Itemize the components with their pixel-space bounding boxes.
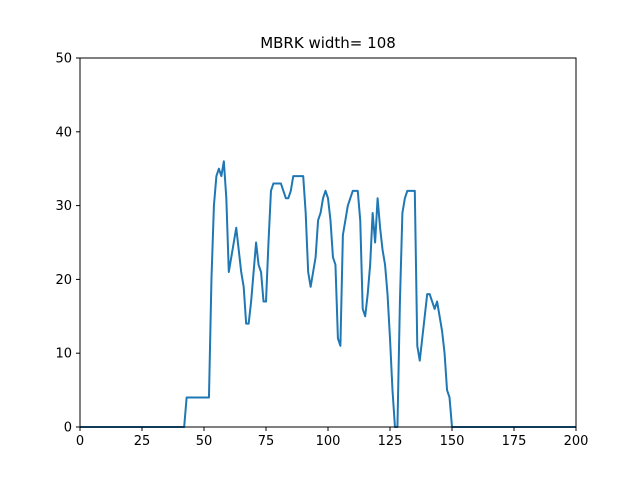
- series-line: [80, 160, 576, 428]
- y-tick-label: 20: [55, 273, 72, 288]
- x-tick-label: 75: [258, 434, 275, 449]
- x-tick-label: 200: [564, 434, 589, 449]
- x-tick-label: 175: [502, 434, 527, 449]
- x-tick-label: 50: [196, 434, 213, 449]
- y-tick-label: 10: [55, 347, 72, 362]
- x-tick-label: 100: [316, 434, 341, 449]
- x-tick-label: 0: [76, 434, 84, 449]
- axes: 0 25 50 75 100 125 150 175 200 0 10 20 30 40 50: [55, 52, 588, 450]
- chart-title: MBRK width= 108: [260, 34, 396, 52]
- plot-area: [80, 160, 576, 428]
- y-tick-label: 40: [55, 125, 72, 140]
- y-tick-label: 0: [64, 421, 72, 436]
- x-tick-label: 125: [378, 434, 403, 449]
- y-tick-label: 50: [55, 52, 72, 67]
- x-tick-label: 150: [440, 434, 465, 449]
- y-tick-label: 30: [55, 199, 72, 214]
- axes-frame: [79, 57, 577, 428]
- x-tick-label: 25: [134, 434, 151, 449]
